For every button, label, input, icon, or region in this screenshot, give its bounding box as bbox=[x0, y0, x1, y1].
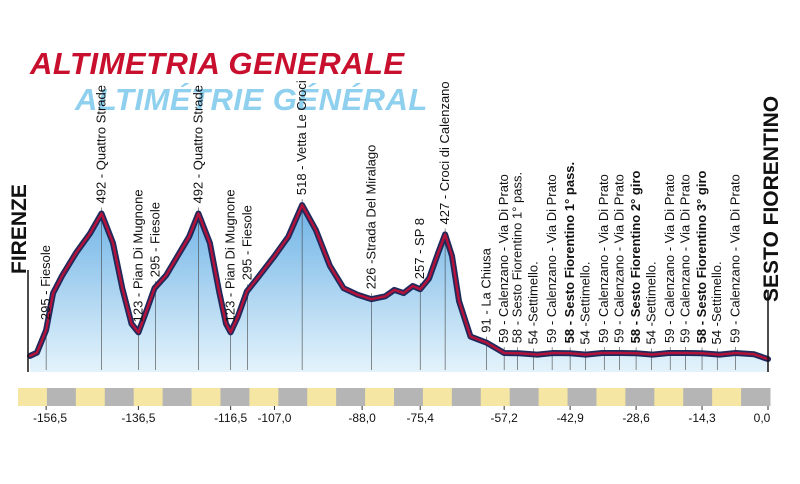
distance-tick-label: -136,5 bbox=[121, 411, 155, 425]
waypoint-label: 59 - Calenzano - Via Di Prato bbox=[611, 174, 626, 343]
waypoint-label: 295 - Fiesole bbox=[240, 205, 255, 280]
distance-bands bbox=[18, 388, 771, 406]
distance-band bbox=[336, 388, 366, 406]
distance-band bbox=[162, 388, 193, 406]
chart-subtitle: ALTIMÉTRIE GÉNÉRAL bbox=[75, 82, 428, 117]
distance-band bbox=[249, 388, 279, 406]
distance-tick-label: -57,2 bbox=[490, 411, 518, 425]
distance-band bbox=[191, 388, 221, 406]
waypoint-label: 58 - Sesto Fiorentino 2° giro bbox=[628, 170, 643, 343]
waypoint-label: 518 - Vetta Le Croci bbox=[294, 80, 309, 195]
distance-ticks: -156,5 -136,5 -116,5 -107,0 -88,0 -75,4 -57,2 -… bbox=[33, 406, 771, 425]
waypoint-label: 295 - Fiesole bbox=[147, 202, 162, 277]
distance-band bbox=[365, 388, 395, 406]
distance-band bbox=[538, 388, 569, 406]
waypoint-label: 54 -Settimello. bbox=[577, 261, 592, 344]
distance-band bbox=[46, 388, 77, 406]
distance-band bbox=[278, 388, 308, 406]
distance-band bbox=[307, 388, 337, 406]
distance-tick-label: -14,3 bbox=[688, 411, 716, 425]
distance-band bbox=[509, 388, 540, 406]
waypoint-label: 123 - Pian Di Mugnone bbox=[130, 189, 145, 322]
waypoint-label: 59 - Calenzano - Via Di Prato bbox=[728, 174, 743, 343]
waypoint-label: 257 - SP 8 bbox=[412, 218, 427, 279]
distance-band bbox=[220, 388, 250, 406]
waypoint-label: 54 -Settimello. bbox=[709, 261, 724, 344]
distance-tick-label: -88,0 bbox=[348, 411, 376, 425]
waypoint-label: 59 - Calenzano - Via Di Prato bbox=[677, 174, 692, 343]
distance-band bbox=[422, 388, 453, 406]
waypoint-label: 59 - Calenzano - Via Di Prato bbox=[496, 174, 511, 343]
waypoint-label: 58 - Sesto Fiorentino 1° pass. bbox=[562, 162, 577, 343]
distance-band bbox=[75, 388, 106, 406]
distance-band bbox=[451, 388, 482, 406]
start-town-label: FIRENZE bbox=[8, 184, 31, 274]
waypoint-label: 492 - Quattro Strade bbox=[93, 85, 108, 204]
distance-tick-label: -156,5 bbox=[33, 411, 67, 425]
waypoint-label: 492 - Quattro Strade bbox=[190, 85, 205, 204]
distance-band bbox=[104, 388, 135, 406]
distance-tick-label: -75,4 bbox=[407, 411, 435, 425]
distance-tick-label: -107,0 bbox=[257, 411, 291, 425]
waypoint-label: 59 - Calenzano - Via Di Prato bbox=[596, 174, 611, 343]
waypoint-label: 295 - Fiesole bbox=[38, 245, 53, 320]
distance-band bbox=[18, 388, 48, 406]
waypoint-label: 54 -Settimello. bbox=[643, 261, 658, 344]
distance-band bbox=[567, 388, 597, 406]
distance-band bbox=[480, 388, 511, 406]
distance-band bbox=[741, 388, 771, 406]
waypoint-label: 59 - Calenzano - Via Di Prato bbox=[662, 174, 677, 343]
waypoint-label: 91 - La Chiusa bbox=[479, 247, 494, 332]
distance-tick-label: -28,6 bbox=[622, 411, 650, 425]
profile-area bbox=[30, 205, 768, 372]
distance-tick-label: -116,5 bbox=[214, 411, 247, 425]
distance-band bbox=[683, 388, 713, 406]
distance-band bbox=[654, 388, 684, 406]
waypoint-label: 54 -Settimello. bbox=[526, 261, 541, 344]
distance-tick-label: -42,9 bbox=[556, 411, 584, 425]
waypoint-label: 226 -Strada Del Miralago bbox=[363, 145, 378, 290]
profile-line bbox=[28, 203, 770, 361]
waypoint-label: 58 - Sesto Fiorentino 1° pass. bbox=[510, 172, 525, 343]
finish-town-label: SESTO FIORENTINO bbox=[760, 96, 783, 302]
waypoint-label: 59 - Calenzano - Via Di Prato bbox=[544, 174, 559, 343]
distance-band bbox=[712, 388, 742, 406]
distance-tick-label: 0,0 bbox=[754, 411, 771, 425]
distance-band bbox=[596, 388, 626, 406]
waypoint-label: 123 - Pian Di Mugnone bbox=[223, 189, 238, 322]
chart-title: ALTIMETRIA GENERALE bbox=[30, 46, 405, 81]
distance-band bbox=[394, 388, 424, 406]
distance-band bbox=[625, 388, 655, 406]
waypoint-label: 427 - Croci di Calenzano bbox=[437, 81, 452, 224]
waypoint-label: 58 - Sesto Fiorentino 3° giro bbox=[694, 170, 709, 343]
waypoint-labels: 295 - Fiesole 492 - Quattro Strade 123 - P… bbox=[38, 80, 743, 344]
distance-band bbox=[133, 388, 164, 406]
